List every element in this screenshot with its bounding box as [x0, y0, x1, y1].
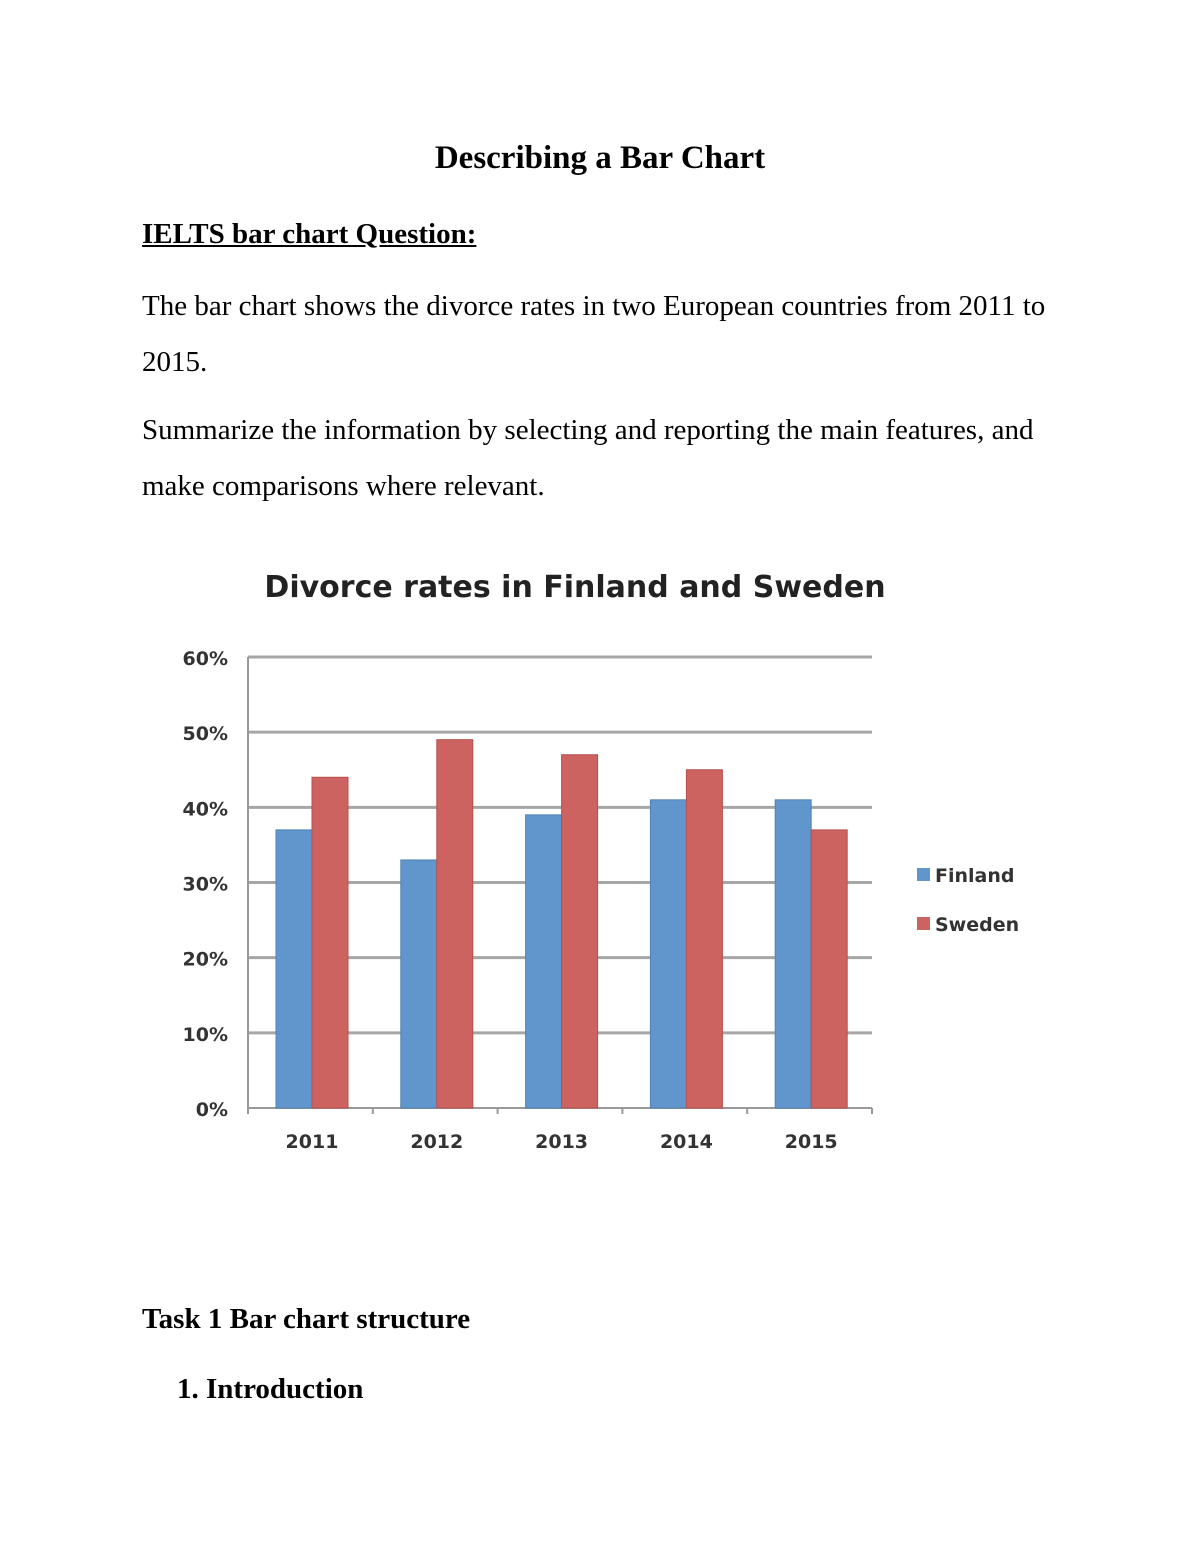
y-tick-label: 30% — [183, 874, 228, 896]
bar-sweden-2012 — [436, 739, 474, 1109]
bar-chart: Divorce rates in Finland and Sweden 0% 10… — [183, 570, 1020, 1153]
legend-label-sweden: Sweden — [935, 914, 1019, 936]
y-tick-label: 50% — [183, 723, 228, 745]
x-tick-label: 2013 — [535, 1131, 588, 1153]
bar-sweden-2013 — [561, 754, 599, 1109]
x-tick-label: 2011 — [286, 1131, 339, 1153]
bar-finland-2014 — [649, 799, 687, 1109]
bar-finland-2015 — [774, 799, 812, 1109]
bar-finland-2013 — [525, 814, 563, 1109]
bar-finland-2012 — [400, 859, 438, 1109]
y-tick-label: 60% — [183, 648, 228, 670]
section-heading: Task 1 Bar chart structure — [142, 1303, 471, 1335]
y-tick-label: 20% — [183, 949, 228, 971]
legend-label-finland: Finland — [935, 865, 1014, 887]
y-tick-label: 0% — [196, 1099, 228, 1121]
x-tick-label: 2015 — [785, 1131, 838, 1153]
page-title: Describing a Bar Chart — [434, 140, 766, 176]
bar-sweden-2015 — [810, 829, 848, 1109]
bar-sweden-2011 — [311, 776, 349, 1109]
chart-title: Divorce rates in Finland and Sweden — [264, 570, 885, 605]
legend-swatch-finland — [917, 868, 930, 881]
x-tick-label: 2012 — [410, 1131, 463, 1153]
question-heading: IELTS bar chart Question: — [142, 218, 477, 250]
bar-sweden-2014 — [685, 769, 723, 1109]
list-item-introduction: 1. Introduction — [177, 1373, 364, 1405]
legend-swatch-sweden — [917, 917, 930, 930]
y-tick-label: 40% — [183, 798, 228, 820]
question-paragraph: The bar chart shows the divorce rates in… — [142, 290, 1046, 378]
x-tick-label: 2014 — [660, 1131, 713, 1153]
instruction-paragraph: Summarize the information by selecting a… — [142, 414, 1034, 502]
bar-finland-2011 — [275, 829, 313, 1109]
y-tick-label: 10% — [183, 1024, 228, 1046]
